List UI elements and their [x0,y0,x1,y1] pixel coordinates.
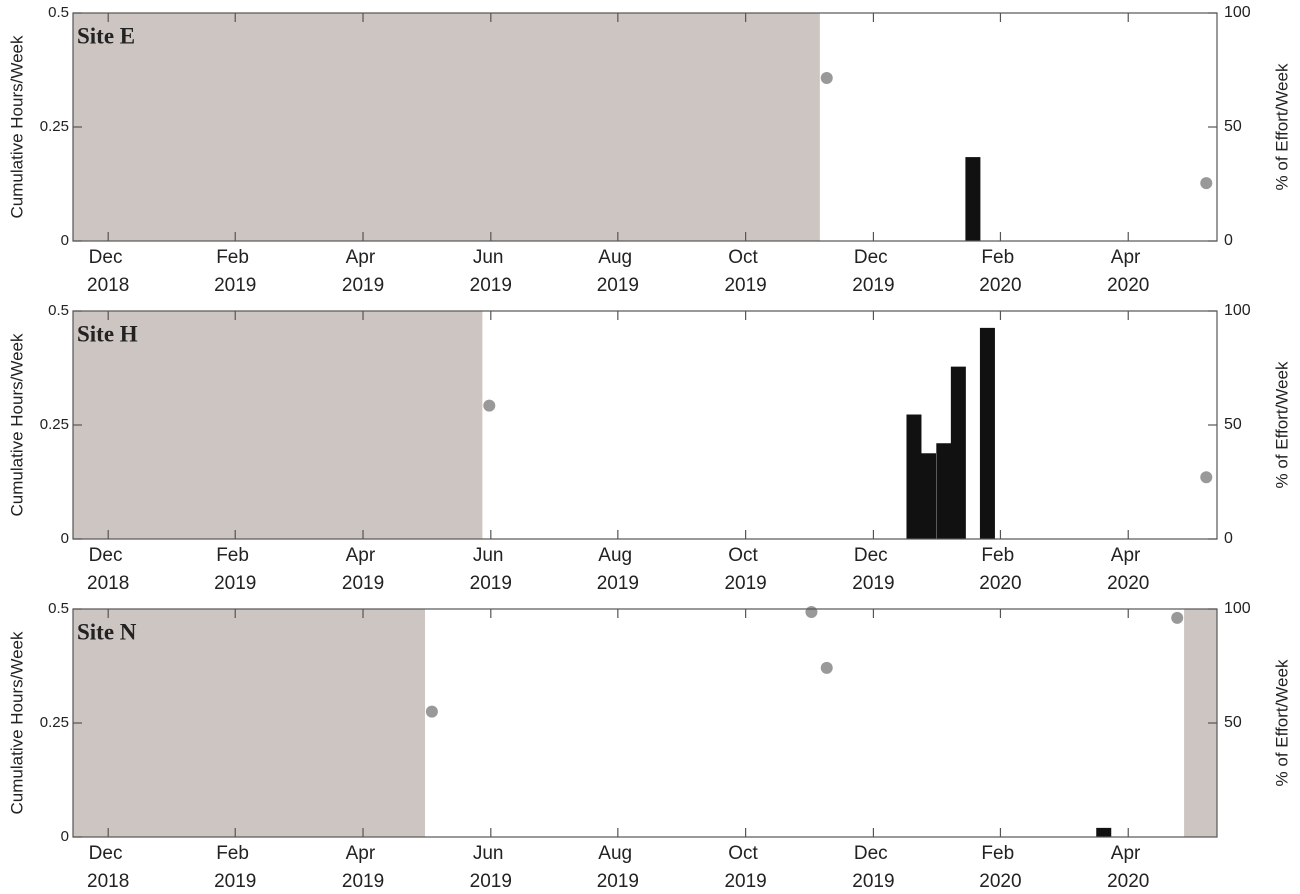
x-tick-label: Feb 2020 [979,247,1021,296]
panel: Dec 2018 Feb 2019 Apr 2019 Jun 2019 Aug 2019… [7,600,1291,892]
x-tick-label: Dec 2018 [87,247,129,296]
y-tick-label: 0.25 [40,714,69,731]
no-effort-region [73,609,425,837]
y-tick-label: 0.5 [48,302,69,319]
x-tick-label: Feb 2019 [214,843,256,892]
no-effort-region [73,311,483,539]
y2-tick-label: 100 [1224,302,1251,319]
effort-dot [1200,177,1213,190]
y-tick-label: 0 [61,232,69,249]
x-tick-label: Apr 2020 [1107,843,1149,892]
y2-tick-label: 50 [1224,714,1242,731]
y2-axis-label: % of Effort/Week [1272,659,1291,786]
bar [936,443,952,539]
y-tick-label: 0.5 [48,4,69,21]
x-tick-label: Oct 2019 [724,545,766,594]
site-label: Site E [77,23,135,48]
bar [965,157,981,241]
y2-axis-label: % of Effort/Week [1272,361,1291,488]
y2-tick-label: 50 [1224,118,1242,135]
effort-dot [425,705,438,718]
x-tick-label: Apr 2020 [1107,247,1149,296]
effort-dot [820,71,833,84]
x-tick-label: Dec 2018 [87,843,129,892]
x-tick-label: Oct 2019 [724,247,766,296]
bar [906,414,922,539]
bar [1096,827,1112,837]
x-tick-label: Feb 2020 [979,545,1021,594]
x-tick-label: Aug 2019 [597,545,639,594]
y2-tick-label: 0 [1224,530,1233,547]
x-tick-label: Apr 2019 [342,843,384,892]
x-tick-label: Jun 2019 [470,545,512,594]
x-tick-label: Dec 2019 [852,843,894,892]
x-tick-label: Aug 2019 [597,843,639,892]
bar [979,327,995,539]
x-tick-label: Aug 2019 [597,247,639,296]
effort-dot [1200,471,1213,484]
x-tick-label: Dec 2019 [852,545,894,594]
y2-axis-label: % of Effort/Week [1272,63,1291,190]
effort-dot [805,605,818,618]
y2-tick-label: 50 [1224,416,1242,433]
effort-dot [483,399,496,412]
y-tick-label: 0.25 [40,416,69,433]
y-axis-label: Cumulative Hours/Week [7,333,26,516]
effort-dot [820,661,833,674]
x-tick-label: Dec 2019 [852,247,894,296]
site-label: Site H [77,321,138,346]
y-tick-label: 0 [61,530,69,547]
no-effort-region [73,13,820,241]
x-tick-label: Oct 2019 [724,843,766,892]
bar [950,366,966,539]
site-label: Site N [77,619,137,644]
x-tick-label: Apr 2019 [342,545,384,594]
x-tick-label: Feb 2019 [214,545,256,594]
x-tick-label: Dec 2018 [87,545,129,594]
x-tick-label: Apr 2020 [1107,545,1149,594]
x-tick-label: Feb 2020 [979,843,1021,892]
panel: Dec 2018 Feb 2019 Apr 2019 Jun 2019 Aug 2019… [7,302,1291,594]
y-axis-label: Cumulative Hours/Week [7,35,26,218]
bar [921,453,937,539]
x-tick-label: Jun 2019 [470,247,512,296]
x-tick-label: Apr 2019 [342,247,384,296]
y-tick-label: 0.25 [40,118,69,135]
y-axis-label: Cumulative Hours/Week [7,631,26,814]
effort-dot [1171,611,1184,624]
y-tick-label: 0.5 [48,600,69,617]
y2-tick-label: 100 [1224,600,1251,617]
panel: Dec 2018 Feb 2019 Apr 2019 Jun 2019 Aug 2019… [7,4,1291,296]
y-tick-label: 0 [61,828,69,845]
x-tick-label: Feb 2019 [214,247,256,296]
y2-tick-label: 100 [1224,4,1251,21]
x-tick-label: Jun 2019 [470,843,512,892]
y2-tick-label: 0 [1224,232,1233,249]
